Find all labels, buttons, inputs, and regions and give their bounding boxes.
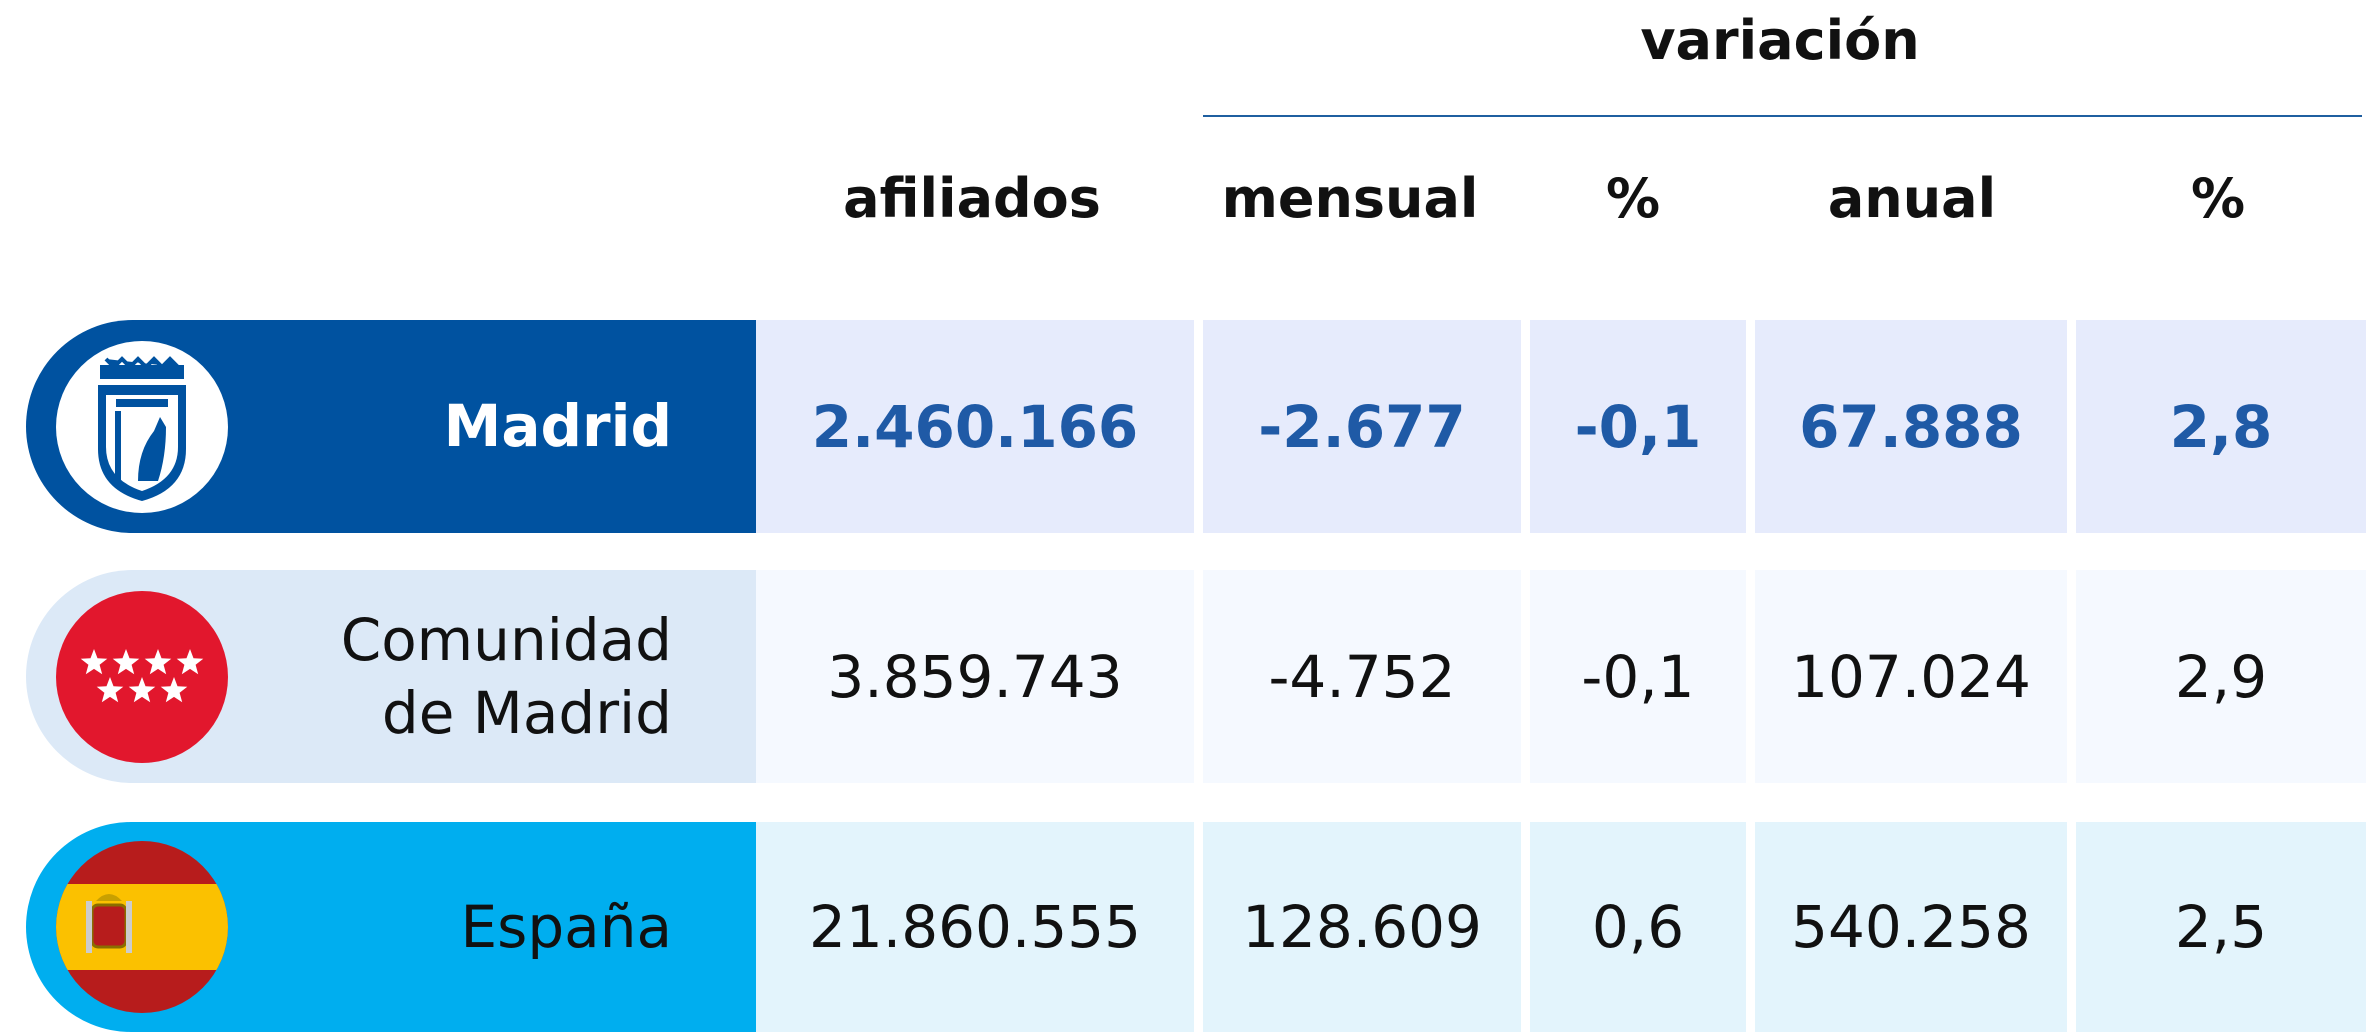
column-header: afiliados [843,167,1101,230]
column-header: % [2190,167,2246,230]
table-cell: 107.024 [1755,570,2067,783]
row-label: Comunidad de Madrid [340,606,672,747]
row-label-band [26,822,756,1032]
row-label-band [26,570,756,783]
star [96,676,124,702]
star [176,648,204,674]
table-cell: -0,1 [1530,570,1746,783]
table-cell: 67.888 [1755,320,2067,533]
star [80,648,108,674]
group-rule [1203,115,2362,117]
spain-flag [56,841,228,1013]
table-cell: -4.752 [1203,570,1521,783]
row-label: Madrid [443,392,672,461]
table-cell: 2,9 [2076,570,2366,783]
group-header: variación [1640,9,1920,72]
star [144,648,172,674]
row-label-band [26,320,756,533]
table-cell: 3.859.743 [756,570,1194,783]
star [112,648,140,674]
star [128,676,156,702]
table-cell: 540.258 [1755,822,2067,1032]
madrid-emblem [56,340,228,513]
table-cell: 0,6 [1530,822,1746,1032]
table-cell: -2.677 [1203,320,1521,533]
table-cell: 2,8 [2076,320,2366,533]
column-header: mensual [1221,167,1479,230]
table-cell: 21.860.555 [756,822,1194,1032]
column-header: anual [1827,167,1997,230]
table-cell: 2,5 [2076,822,2366,1032]
column-header: % [1605,167,1661,230]
table-cell: -0,1 [1530,320,1746,533]
row-label: España [460,892,672,961]
star [160,676,188,702]
table-cell: 128.609 [1203,822,1521,1032]
comunidad-flag [56,590,228,763]
table-cell: 2.460.166 [756,320,1194,533]
